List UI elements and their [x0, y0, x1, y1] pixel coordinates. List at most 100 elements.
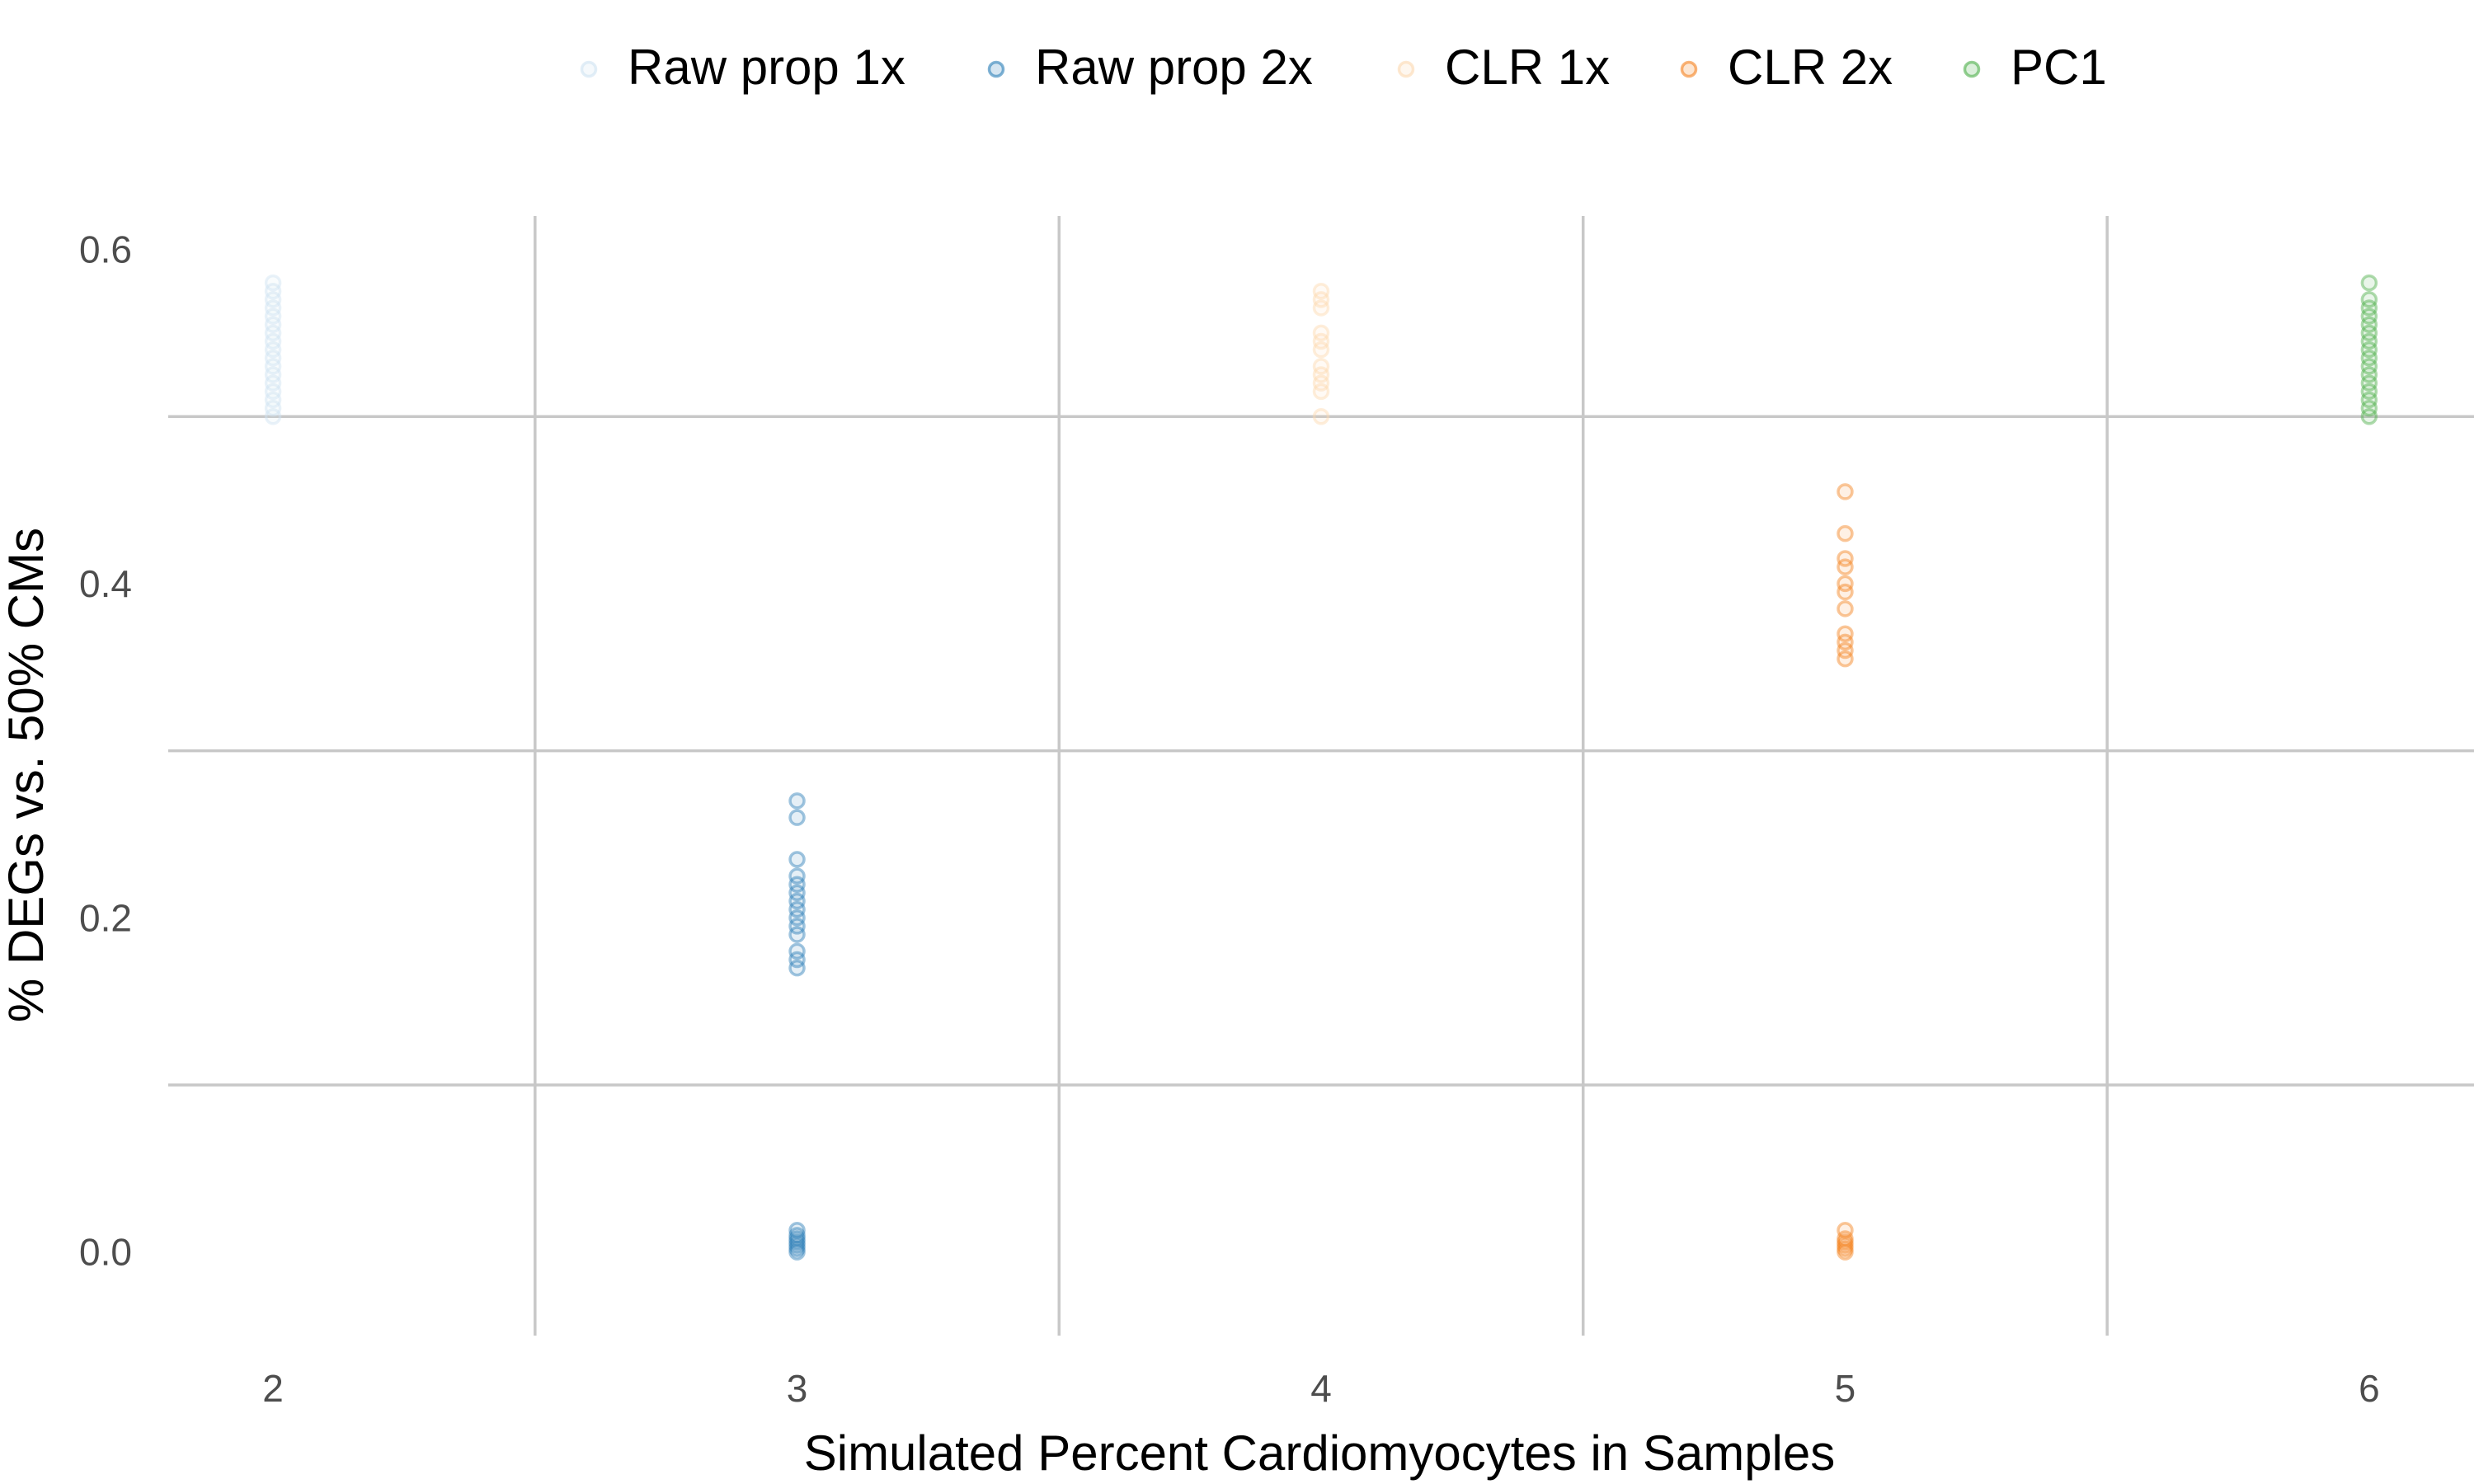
- data-point: [788, 851, 806, 868]
- data-point: [2360, 391, 2378, 409]
- data-point: [2360, 332, 2378, 350]
- data-point: [2360, 291, 2378, 308]
- data-point: [1312, 299, 1330, 317]
- y-tick-label: 0.2: [79, 896, 132, 939]
- data-point: [2360, 350, 2378, 367]
- data-point: [1837, 600, 1854, 618]
- legend-item: Raw prop 1x: [580, 40, 905, 95]
- data-point: [788, 867, 806, 885]
- data-point: [2360, 324, 2378, 342]
- data-point: [788, 1240, 806, 1257]
- data-point: [788, 792, 806, 810]
- data-point: [1312, 407, 1330, 425]
- data-point: [1837, 1243, 1854, 1261]
- data-point: [264, 358, 282, 375]
- data-point: [1837, 650, 1854, 668]
- data-point: [1312, 374, 1330, 392]
- y-axis-ticks: 0.0 0.2 0.4 0.6: [79, 228, 132, 1274]
- legend-marker: [1963, 60, 1981, 78]
- data-point: [2360, 399, 2378, 417]
- data-point: [1837, 625, 1854, 642]
- data-point: [2360, 407, 2378, 425]
- data-point: [788, 918, 806, 935]
- data-point: [788, 942, 806, 960]
- x-tick-label: 6: [2359, 1367, 2380, 1410]
- x-tick-label: 4: [1310, 1367, 1332, 1410]
- legend: Raw prop 1x Raw prop 2x CLR 1x CLR 2x PC1: [580, 40, 2107, 95]
- data-point: [788, 951, 806, 969]
- data-point: [264, 407, 282, 425]
- data-point: [1837, 641, 1854, 660]
- data-point: [264, 282, 282, 300]
- data-point: [788, 892, 806, 910]
- data-point: [788, 1230, 806, 1247]
- y-tick-label: 0.0: [79, 1231, 132, 1274]
- x-tick-label: 5: [1835, 1367, 1856, 1410]
- legend-label: CLR 1x: [1445, 40, 1610, 95]
- y-tick-label: 0.4: [79, 562, 132, 605]
- data-point: [264, 316, 282, 333]
- data-point: [1837, 1237, 1854, 1254]
- data-point: [264, 366, 282, 383]
- data-point: [788, 876, 806, 893]
- data-point: [788, 926, 806, 943]
- data-point: [1312, 340, 1330, 359]
- data-points: [264, 274, 2378, 1261]
- x-axis-title: Simulated Percent Cardiomyocytes in Samp…: [804, 1425, 1836, 1481]
- y-axis-title: % DEGs vs. 50% CMs: [0, 528, 54, 1022]
- data-point: [788, 959, 806, 977]
- x-tick-label: 2: [262, 1367, 284, 1410]
- y-tick-label: 0.6: [79, 228, 132, 271]
- data-point: [264, 350, 282, 367]
- data-point: [264, 391, 282, 409]
- data-point: [1312, 332, 1330, 350]
- data-point: [2360, 308, 2378, 325]
- data-point: [788, 1222, 806, 1239]
- legend-label: CLR 2x: [1728, 40, 1893, 95]
- legend-item: PC1: [1963, 40, 2107, 95]
- x-axis-ticks: 2 3 4 5 6: [262, 1367, 2379, 1410]
- data-point: [264, 299, 282, 317]
- data-point: [788, 909, 806, 927]
- grid: [168, 216, 2474, 1336]
- legend-label: PC1: [2011, 40, 2107, 95]
- data-point: [1312, 291, 1330, 308]
- data-point: [1837, 575, 1854, 593]
- data-point: [2360, 340, 2378, 359]
- data-point: [788, 1243, 806, 1261]
- data-point: [1837, 1230, 1854, 1247]
- data-point: [1312, 366, 1330, 383]
- data-point: [1312, 282, 1330, 300]
- data-point: [1837, 1233, 1854, 1251]
- data-point: [264, 399, 282, 417]
- data-point: [1837, 1222, 1854, 1239]
- data-point: [788, 900, 806, 918]
- legend-item: CLR 1x: [1397, 40, 1610, 95]
- data-point: [264, 308, 282, 325]
- data-point: [1837, 524, 1854, 542]
- legend-marker: [1680, 60, 1698, 78]
- legend-marker: [580, 60, 598, 78]
- data-point: [1837, 483, 1854, 500]
- data-point: [2360, 374, 2378, 392]
- data-point: [1837, 583, 1854, 601]
- data-point: [788, 809, 806, 826]
- data-point: [788, 1237, 806, 1254]
- legend-marker: [1397, 60, 1415, 78]
- data-point: [2360, 274, 2378, 292]
- data-point: [264, 324, 282, 342]
- data-point: [264, 383, 282, 401]
- data-point: [788, 1233, 806, 1251]
- data-point: [264, 340, 282, 359]
- data-point: [264, 291, 282, 308]
- x-tick-label: 3: [787, 1367, 808, 1410]
- data-point: [1312, 324, 1330, 342]
- data-point: [2360, 366, 2378, 383]
- data-point: [1837, 1240, 1854, 1257]
- data-point: [2360, 299, 2378, 317]
- legend-label: Raw prop 1x: [628, 40, 905, 95]
- data-point: [788, 1227, 806, 1244]
- data-point: [1837, 550, 1854, 567]
- data-point: [2360, 316, 2378, 333]
